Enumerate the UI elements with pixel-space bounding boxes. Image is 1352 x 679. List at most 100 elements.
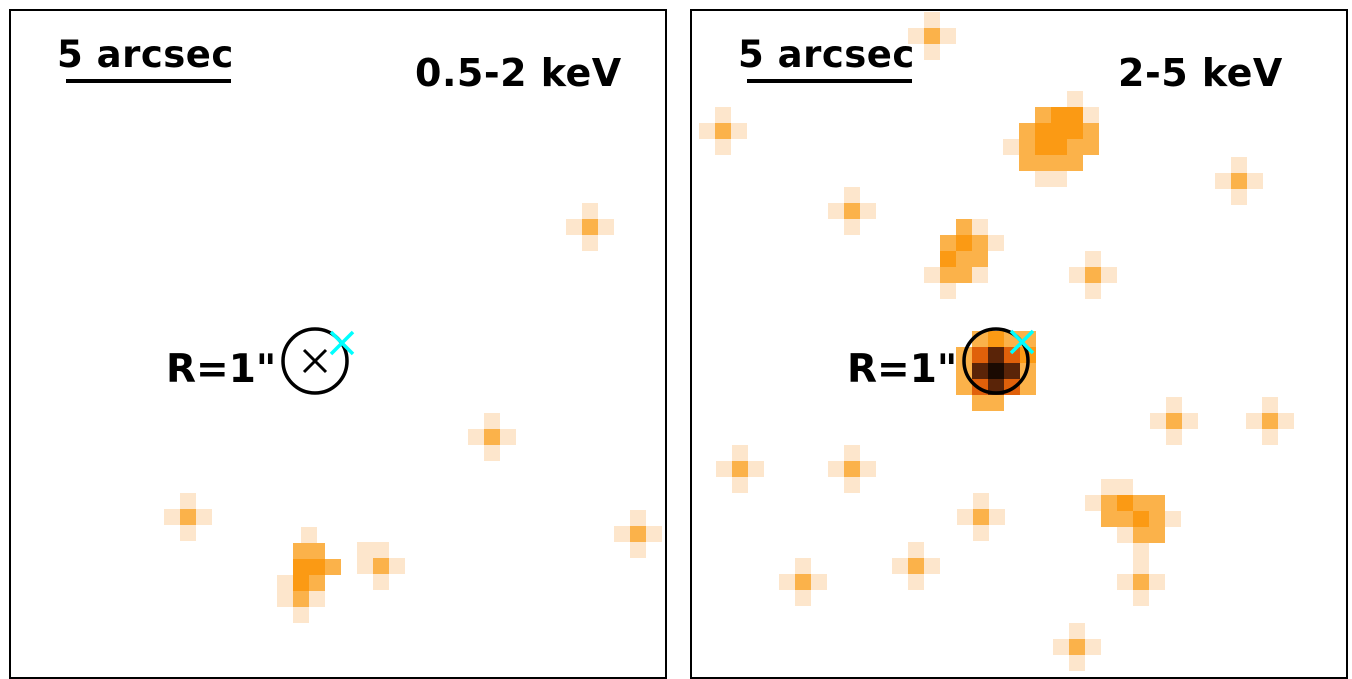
image-pixel <box>860 461 876 477</box>
image-pixel <box>484 413 500 429</box>
image-pixel <box>973 525 989 541</box>
image-pixel <box>795 558 811 574</box>
image-pixel <box>1085 267 1101 283</box>
image-pixel <box>988 395 1004 411</box>
image-pixel <box>1231 173 1247 189</box>
image-pixel <box>1231 157 1247 173</box>
image-pixel <box>1051 155 1067 171</box>
image-pixel <box>715 139 731 155</box>
image-pixel <box>646 526 662 542</box>
image-pixel <box>844 203 860 219</box>
image-pixel <box>940 28 956 44</box>
image-pixel <box>500 429 516 445</box>
image-pixel <box>630 542 646 558</box>
image-pixel <box>1231 189 1247 205</box>
image-pixel <box>614 526 630 542</box>
image-pixel <box>1035 171 1051 187</box>
image-pixel <box>844 477 860 493</box>
image-pixel <box>844 219 860 235</box>
image-pixel <box>1083 107 1099 123</box>
image-pixel <box>1133 543 1149 559</box>
image-pixel <box>1149 495 1165 511</box>
image-pixel <box>957 509 973 525</box>
image-pixel <box>325 559 341 575</box>
image-pixel <box>973 509 989 525</box>
image-pixel <box>582 235 598 251</box>
image-pixel <box>924 44 940 60</box>
image-pixel <box>972 347 988 363</box>
image-pixel <box>956 267 972 283</box>
image-pixel <box>1262 397 1278 413</box>
image-pixel <box>956 251 972 267</box>
image-pixel <box>908 28 924 44</box>
image-pixel <box>988 331 1004 347</box>
image-pixel <box>1085 283 1101 299</box>
image-pixel <box>1101 267 1117 283</box>
image-pixel <box>1051 171 1067 187</box>
band-label: 0.5-2 keV <box>415 51 622 95</box>
image-pixel <box>908 574 924 590</box>
image-pixel <box>582 219 598 235</box>
scale-label: 5 arcsec <box>738 33 915 76</box>
image-pixel <box>1035 139 1051 155</box>
center-x-icon <box>302 348 328 374</box>
image-pixel <box>892 558 908 574</box>
image-pixel <box>956 235 972 251</box>
image-pixel <box>1051 107 1067 123</box>
image-pixel <box>1069 267 1085 283</box>
image-pixel <box>1053 639 1069 655</box>
image-pixel <box>956 379 972 395</box>
image-pixel <box>924 12 940 28</box>
image-pixel <box>956 219 972 235</box>
image-pixel <box>989 509 1005 525</box>
image-pixel <box>748 461 764 477</box>
hard-band-image <box>699 12 1294 671</box>
image-pixel <box>293 607 309 623</box>
image-pixel <box>972 251 988 267</box>
image-pixel <box>715 107 731 123</box>
image-pixel <box>732 461 748 477</box>
image-pixel <box>180 525 196 541</box>
image-pixel <box>1067 123 1083 139</box>
image-pixel <box>1117 511 1133 527</box>
panel-soft-band: 5 arcsec 0.5-2 keV R=1" <box>9 9 667 679</box>
image-pixel <box>844 461 860 477</box>
image-pixel <box>1166 397 1182 413</box>
image-pixel <box>1278 413 1294 429</box>
image-pixel <box>373 558 389 574</box>
image-pixel <box>293 591 309 607</box>
image-pixel <box>1133 590 1149 606</box>
image-pixel <box>1133 495 1149 511</box>
image-pixel <box>1117 574 1133 590</box>
image-pixel <box>1083 139 1099 155</box>
image-pixel <box>277 591 293 607</box>
image-pixel <box>1069 655 1085 671</box>
image-pixel <box>1182 413 1198 429</box>
image-pixel <box>309 575 325 591</box>
image-pixel <box>630 510 646 526</box>
image-pixel <box>293 543 309 559</box>
image-pixel <box>940 283 956 299</box>
image-pixel <box>1003 139 1019 155</box>
image-pixel <box>196 509 212 525</box>
panel-hard-band: 5 arcsec 2-5 keV R=1" <box>690 9 1348 679</box>
image-pixel <box>373 542 389 558</box>
scale-bar <box>66 79 231 83</box>
image-pixel <box>1149 574 1165 590</box>
image-pixel <box>309 543 325 559</box>
image-pixel <box>828 203 844 219</box>
image-pixel <box>732 477 748 493</box>
image-pixel <box>1004 347 1020 363</box>
image-pixel <box>940 235 956 251</box>
image-pixel <box>1262 429 1278 445</box>
image-pixel <box>1133 511 1149 527</box>
image-pixel <box>389 558 405 574</box>
image-pixel <box>1085 495 1101 511</box>
image-pixel <box>779 574 795 590</box>
image-pixel <box>699 123 715 139</box>
image-pixel <box>1215 173 1231 189</box>
image-pixel <box>1166 413 1182 429</box>
image-pixel <box>630 526 646 542</box>
image-pixel <box>468 429 484 445</box>
image-pixel <box>1101 479 1117 495</box>
